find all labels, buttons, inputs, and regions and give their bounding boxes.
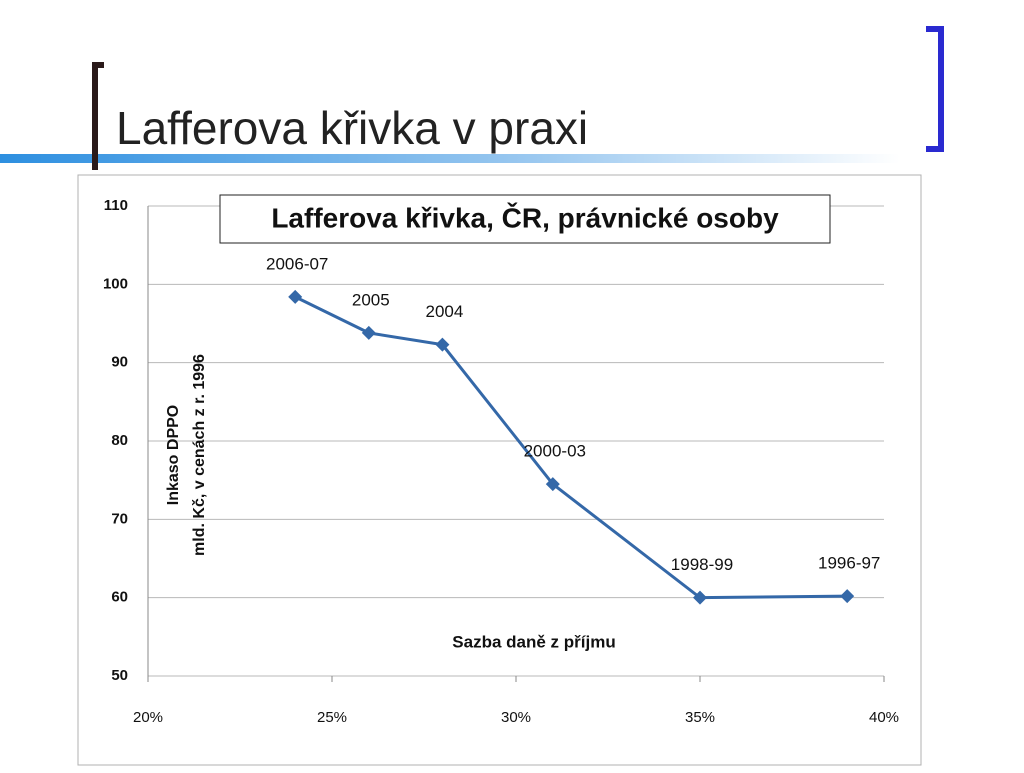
x-tick-label: 20%: [133, 709, 163, 726]
point-label: 1996-97: [818, 554, 880, 573]
data-point: [435, 337, 450, 352]
y-tick-label: 90: [111, 354, 128, 371]
left-bracket: [92, 62, 104, 170]
y-tick-label: 70: [111, 510, 128, 527]
slide-title: Lafferova křivka v praxi: [116, 102, 588, 154]
y-axis-label: mld. Kč, v cenách z r. 1996: [191, 354, 208, 556]
point-label: 2000-03: [524, 442, 586, 461]
right-bracket: [926, 26, 944, 152]
data-line: [294, 295, 848, 600]
x-tick-label: 30%: [501, 709, 531, 726]
data-point: [545, 477, 560, 492]
data-point: [693, 590, 707, 605]
data-point: [288, 289, 303, 304]
x-tick-label: 40%: [869, 709, 899, 726]
y-tick-label: 60: [111, 589, 128, 606]
y-axis-label: Inkaso DPPO: [165, 405, 182, 505]
data-point: [840, 589, 855, 604]
x-axis-label: Sazba daně z příjmu: [452, 632, 615, 651]
point-label: 2004: [425, 302, 463, 321]
y-tick-label: 50: [111, 667, 128, 684]
point-label: 2006-07: [266, 254, 328, 273]
chart-title: Lafferova křivka, ČR, právnické osoby: [271, 201, 779, 233]
x-tick-label: 25%: [317, 709, 347, 726]
y-tick-label: 110: [104, 197, 128, 214]
point-label: 2005: [352, 290, 390, 309]
data-point: [361, 325, 376, 340]
point-label: 1998-99: [671, 555, 733, 574]
header-rule: [0, 154, 900, 163]
y-tick-label: 100: [103, 275, 128, 292]
y-tick-label: 80: [111, 432, 128, 449]
x-tick-label: 35%: [685, 709, 715, 726]
chart-frame: [77, 174, 922, 766]
chart-title-box: [219, 194, 831, 244]
